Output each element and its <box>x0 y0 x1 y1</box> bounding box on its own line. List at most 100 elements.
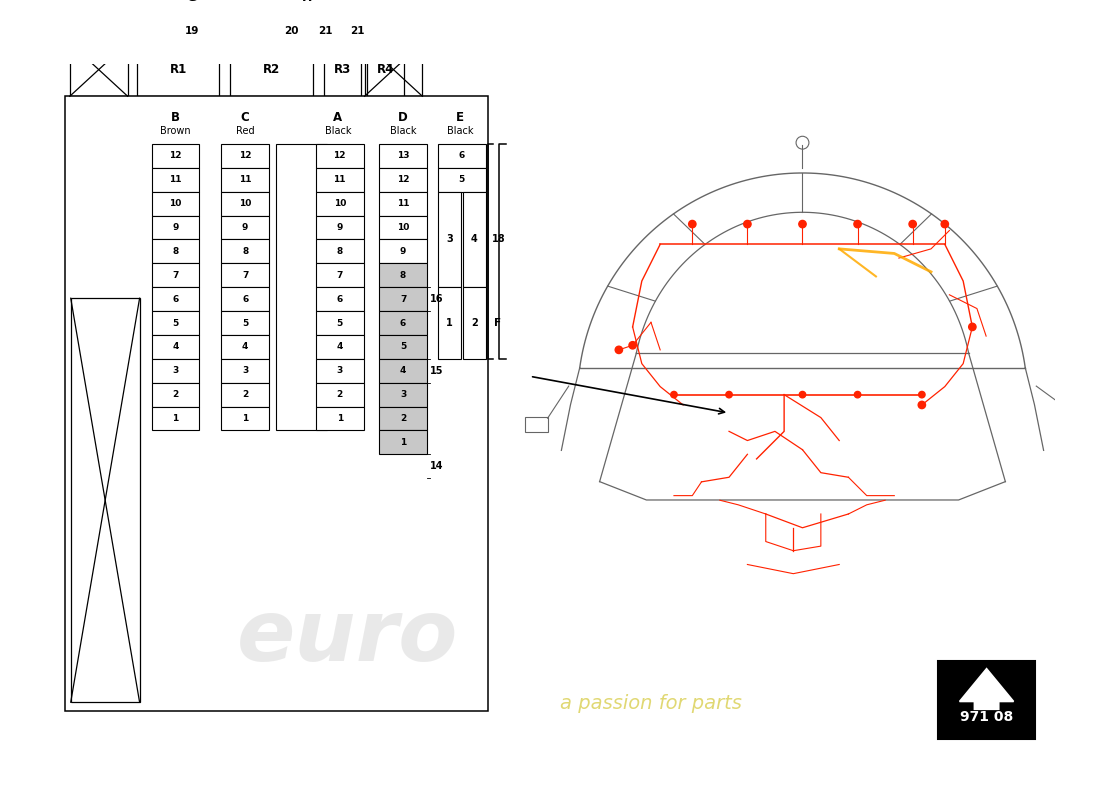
Text: euro: euro <box>238 595 459 678</box>
Text: 20: 20 <box>284 26 298 36</box>
Text: 12: 12 <box>333 151 346 161</box>
Bar <box>136 43 220 96</box>
Text: 2: 2 <box>471 318 477 328</box>
Circle shape <box>918 402 925 409</box>
Bar <box>525 418 548 432</box>
Text: 9: 9 <box>400 247 406 256</box>
Text: 3: 3 <box>400 390 406 399</box>
Bar <box>152 239 199 263</box>
Bar <box>379 144 427 168</box>
Text: 11: 11 <box>239 175 252 184</box>
Bar <box>316 406 364 430</box>
Text: 3: 3 <box>173 366 178 375</box>
Bar <box>379 239 427 263</box>
Text: 13: 13 <box>397 151 409 161</box>
Text: R4: R4 <box>377 63 394 76</box>
Text: 17: 17 <box>395 0 410 2</box>
Bar <box>367 43 404 96</box>
Text: F: F <box>494 318 502 328</box>
Text: G: G <box>186 0 197 3</box>
Text: 1: 1 <box>447 318 453 328</box>
Bar <box>152 335 199 359</box>
Text: 2: 2 <box>242 390 249 399</box>
Bar <box>276 144 327 430</box>
Circle shape <box>918 391 925 398</box>
Bar <box>316 215 364 239</box>
Text: 7: 7 <box>173 270 178 280</box>
Text: 10: 10 <box>397 223 409 232</box>
Text: 12: 12 <box>169 151 182 161</box>
Text: 3: 3 <box>337 366 343 375</box>
Text: 5: 5 <box>400 342 406 351</box>
Bar <box>316 239 364 263</box>
Text: 2: 2 <box>400 414 406 423</box>
Text: a passion for parts: a passion for parts <box>560 694 741 713</box>
Text: 10: 10 <box>239 199 252 208</box>
Text: 8: 8 <box>337 247 343 256</box>
Text: 16: 16 <box>430 294 443 304</box>
Text: C: C <box>241 111 250 124</box>
Bar <box>463 192 486 287</box>
Bar <box>316 359 364 382</box>
Text: 8: 8 <box>400 270 406 280</box>
Bar <box>221 311 270 335</box>
Bar <box>152 359 199 382</box>
Bar <box>379 335 427 359</box>
Bar <box>152 287 199 311</box>
Bar <box>438 144 486 168</box>
Text: 8: 8 <box>242 247 249 256</box>
Text: 2: 2 <box>173 390 178 399</box>
Text: 10: 10 <box>169 199 182 208</box>
Bar <box>152 263 199 287</box>
Text: 19: 19 <box>185 26 199 36</box>
Text: 3: 3 <box>242 366 249 375</box>
Bar <box>221 144 270 168</box>
Bar <box>379 192 427 215</box>
Text: 4: 4 <box>337 342 343 351</box>
Bar <box>379 168 427 192</box>
Bar <box>153 0 231 14</box>
Bar <box>316 192 364 215</box>
Bar <box>221 168 270 192</box>
Bar <box>316 335 364 359</box>
Text: 9: 9 <box>337 223 343 232</box>
Bar <box>379 287 427 311</box>
Bar <box>379 311 427 335</box>
Text: 11: 11 <box>169 175 182 184</box>
Text: 12: 12 <box>397 175 409 184</box>
Text: 5: 5 <box>173 318 178 327</box>
Bar <box>316 311 364 335</box>
Text: 21: 21 <box>350 26 364 36</box>
Text: 6: 6 <box>337 294 343 304</box>
Text: 4: 4 <box>400 366 406 375</box>
Text: R3: R3 <box>334 63 351 76</box>
Text: 15: 15 <box>430 366 443 376</box>
Text: 5: 5 <box>242 318 249 327</box>
Circle shape <box>671 391 678 398</box>
Text: 11: 11 <box>397 199 409 208</box>
Text: 7: 7 <box>337 270 343 280</box>
Text: 1: 1 <box>242 414 249 423</box>
Text: 5: 5 <box>459 175 465 184</box>
Circle shape <box>909 221 916 228</box>
Bar <box>364 43 422 96</box>
Text: 9: 9 <box>242 223 249 232</box>
Bar <box>152 382 199 406</box>
Text: 4: 4 <box>173 342 178 351</box>
Text: 5: 5 <box>337 318 343 327</box>
Bar <box>268 0 346 14</box>
Bar <box>221 263 270 287</box>
Bar <box>438 168 486 192</box>
Text: A: A <box>333 111 342 124</box>
Circle shape <box>726 391 733 398</box>
Text: 6: 6 <box>459 151 465 161</box>
Bar <box>69 43 128 96</box>
Text: B: B <box>170 111 180 124</box>
Text: 7: 7 <box>242 270 249 280</box>
Text: 10: 10 <box>333 199 345 208</box>
Text: E: E <box>456 111 464 124</box>
Bar <box>379 406 427 430</box>
Bar <box>316 168 364 192</box>
Text: Black: Black <box>389 126 416 136</box>
Text: 11: 11 <box>333 175 346 184</box>
